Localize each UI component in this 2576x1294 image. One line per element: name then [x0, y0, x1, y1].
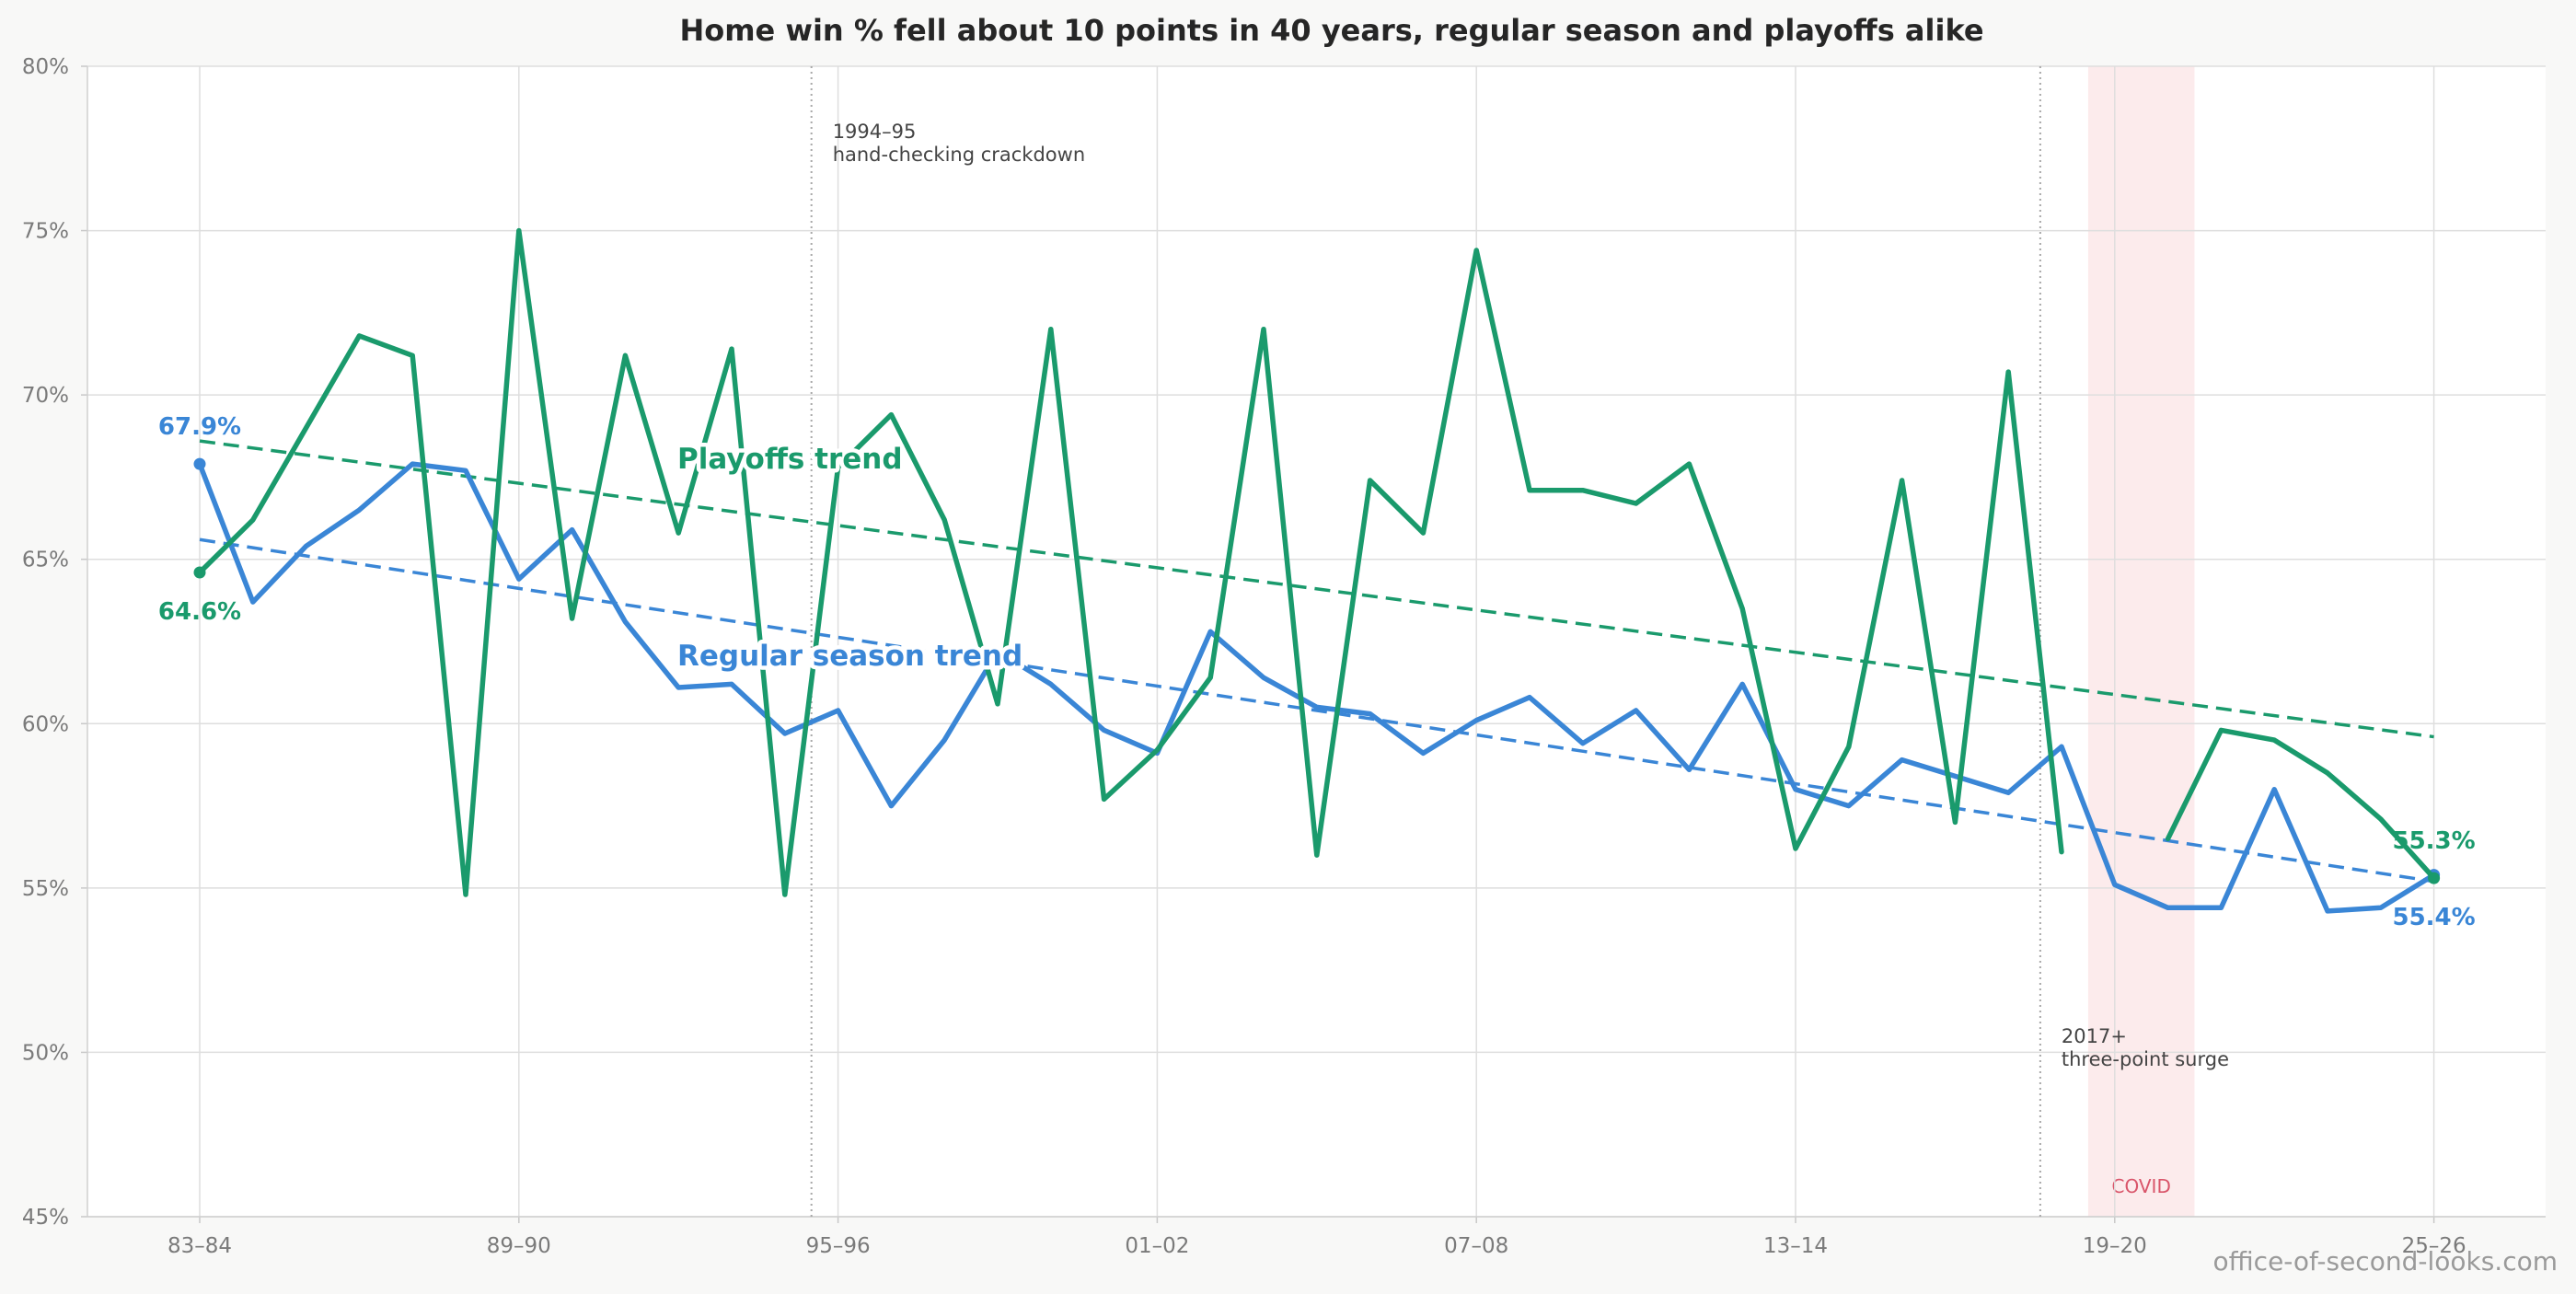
y-tick-label: 50% [22, 1041, 69, 1065]
covid-band-layer: COVID [2087, 66, 2195, 1217]
x-tick-label: 83–84 [167, 1234, 232, 1258]
y-tick-label: 80% [22, 55, 69, 79]
annotation-text: hand-checking crackdown [833, 144, 1085, 166]
chart-title: Home win % fell about 10 points in 40 ye… [679, 13, 1983, 48]
x-tick-label: 89–90 [487, 1234, 551, 1258]
trend-line [199, 537, 2434, 884]
annotation-text: 2017+ [2062, 1025, 2127, 1047]
covid-band [2087, 66, 2195, 1217]
series-end-point [2428, 872, 2441, 884]
y-tick-label: 75% [22, 220, 69, 244]
series-layer [193, 227, 2441, 914]
playoffs-trend-label: Playoffs trend [677, 443, 903, 476]
x-tick-label: 13–14 [1763, 1234, 1828, 1258]
regular-season-start-label: 67.9% [158, 413, 241, 441]
y-tick-label: 65% [22, 549, 69, 572]
y-tick-label: 60% [22, 712, 69, 736]
x-tick-label: 01–02 [1125, 1234, 1189, 1258]
regular-season-end-label: 55.4% [2392, 904, 2475, 931]
y-tick-label: 70% [22, 384, 69, 408]
regular-season-line [197, 461, 2437, 914]
regular-season-trend-label: Regular season trend [677, 640, 1022, 673]
playoffs-trend-label-halo: Playoffs trend [677, 443, 903, 476]
x-tick-label: 95–96 [806, 1234, 871, 1258]
x-tick-label: 07–08 [1444, 1234, 1508, 1258]
credit-text: office-of-second-looks.com [2212, 1246, 2558, 1277]
y-tick-label: 55% [22, 877, 69, 901]
covid-label: COVID [2112, 1175, 2171, 1197]
playoffs-end-label: 55.3% [2392, 827, 2475, 855]
annotation-text: three-point surge [2062, 1048, 2229, 1070]
series-start-point [193, 457, 206, 470]
regular-season-trend-label-halo: Regular season trend [677, 640, 1022, 673]
y-tick-label: 45% [22, 1206, 69, 1230]
trend-line [199, 439, 2434, 739]
playoffs-start-label: 64.6% [158, 598, 241, 626]
trend-layer [199, 439, 2434, 884]
grid-layer: 45% 50% 55% 60% 65% 70% 75% 80% 83–84 89–90 95–96 0… [22, 55, 2546, 1258]
annotation-text: 1994–95 [833, 121, 917, 143]
x-tick-label: 19–20 [2083, 1234, 2147, 1258]
series-start-point [193, 566, 206, 579]
x-tick-label: 25–26 [2402, 1234, 2466, 1258]
playoffs-line [197, 227, 2437, 897]
